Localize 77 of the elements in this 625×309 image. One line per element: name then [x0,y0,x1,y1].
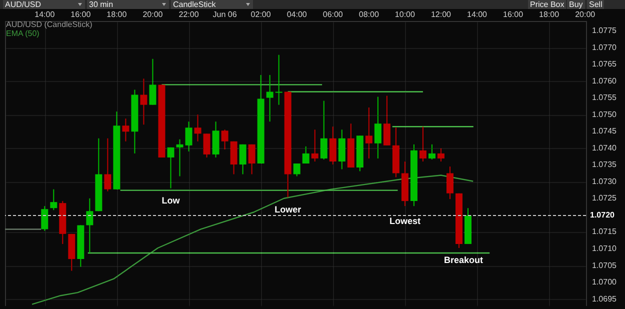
candlestick [167,146,174,189]
x-tick-label: 04:00 [286,10,308,19]
candlestick [446,166,454,200]
candlestick [437,148,444,162]
candlestick [302,146,310,164]
candlestick [122,118,130,142]
candlestick [203,133,210,158]
candlestick [149,58,156,106]
candlestick [212,121,220,158]
y-tick-label: 1.0765 [592,60,618,69]
x-tick-label: 22:00 [178,10,200,19]
x-tick-label: 14:00 [34,10,56,19]
y-tick-label: 1.0710 [592,244,618,253]
x-tick-label: 06:00 [322,10,344,19]
y-tick-label: 1.0725 [592,194,618,203]
candlestick [293,163,300,177]
candlestick [311,129,318,162]
candlestick [338,129,346,170]
x-tick-label: 20:00 [142,10,164,19]
candlestick [185,121,192,152]
y-tick-label: 1.0695 [592,294,618,304]
x-tick-label: 10:00 [394,10,416,19]
y-tick-label: 1.0775 [592,26,618,36]
candlestick [194,114,202,142]
annotation: Low [162,195,181,206]
y-tick-label: 1.0770 [592,42,618,52]
y-tick-label: 1.0750 [592,110,618,119]
y-tick-label: 1.0740 [592,143,618,152]
text: EMA (50) [6,29,40,38]
candlestick [239,144,246,175]
annotation: Lower [274,204,302,214]
y-tick-label: 1.0705 [592,260,618,270]
x-tick-label: 14:00 [466,10,488,19]
x-tick-label: 18:00 [539,10,560,19]
text: CandleStick [171,0,253,9]
annotation: Lowest [389,216,420,226]
x-tick-label: Jun 06 [212,10,238,19]
x-tick-label: 18:00 [106,10,128,19]
y-tick-label: 1.0730 [592,176,618,186]
y-tick-label: 1.0735 [592,160,618,170]
y-tick-label: 1.0760 [592,76,618,86]
candlestick [230,140,238,175]
candlestick [41,206,48,232]
x-tick-label: 02:00 [250,10,272,19]
text: Sell [587,0,604,9]
candlestick [374,96,382,159]
x-tick-label: 08:00 [358,10,380,19]
candlestick [176,138,184,177]
candlestick [50,188,58,211]
candlestick [221,129,228,150]
candlestick [86,198,94,254]
candlestick [320,100,328,160]
annotation: Breakout [444,254,483,265]
text: AUD/USD [3,0,85,9]
text: Buy [567,0,585,9]
text: Price Box [528,0,566,9]
x-tick-label: 16:00 [503,10,524,19]
candlestick [140,78,148,126]
candlestick [248,144,256,175]
candlestick [383,95,390,146]
y-tick-label: 1.0745 [592,126,618,136]
x-tick-label: 20:00 [575,10,596,19]
y-tick-label: 1.0755 [592,93,618,102]
ref-line-label: 1.0720 [590,210,616,220]
candlestick [266,74,274,122]
x-tick-label: 16:00 [70,10,92,19]
candlestick [329,126,336,166]
text: 30 min [87,0,169,9]
x-tick-label: 12:00 [430,10,452,19]
candlestick [275,54,282,106]
chart-title: AUD/USD (CandleStick) [6,20,92,29]
candlestick [104,138,112,192]
candlestick [419,126,426,162]
candlestick [365,107,372,159]
y-tick-label: 1.0700 [592,278,618,287]
y-tick-label: 1.0715 [592,227,618,236]
candlestick [428,144,436,160]
